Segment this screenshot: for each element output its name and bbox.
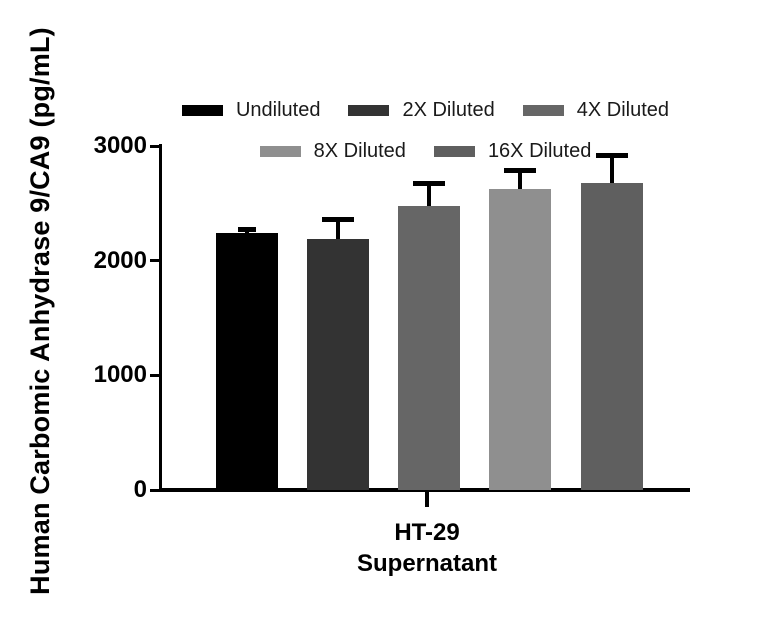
bar-undiluted [215,233,278,490]
legend-item-2x-diluted: 2X Diluted [348,98,495,122]
legend-row-2: 8X Diluted 16X Diluted [160,140,691,162]
error-bar-stem-4 [609,155,614,184]
y-tick-2000 [150,259,159,263]
bar-4x-diluted [398,206,460,490]
x-axis-line [159,488,690,492]
legend-label-16x-diluted: 16X Diluted [487,139,592,162]
legend-item-8x-diluted: 8X Diluted [259,139,406,163]
legend-item-undiluted: Undiluted [181,98,321,122]
y-tick-label-0: 0 [133,476,147,503]
error-bar-cap-3 [504,167,537,173]
error-bar-cap-4 [595,152,628,158]
bar-2x-diluted [306,239,369,490]
error-bar-cap-1 [321,217,354,223]
x-axis-label: HT-29 Supernatant [277,517,577,579]
legend-label-undiluted: Undiluted [235,98,321,121]
y-tick-3000 [150,144,159,148]
legend-row-1: Undiluted 2X Diluted 4X Diluted [160,99,691,121]
legend-swatch-2x-diluted [348,104,390,116]
bar-16x-diluted [580,183,643,490]
legend-swatch-8x-diluted [259,145,301,157]
y-tick-0 [150,488,159,492]
y-axis-title: Human Carbomic Anhydrase 9/CA9 (pg/mL) [25,27,55,595]
error-bar-stem-1 [335,219,340,240]
y-tick-1000 [150,373,159,377]
legend: Undiluted 2X Diluted 4X Diluted 8X Diluted 1… [160,99,691,162]
legend-swatch-16x-diluted [433,145,475,157]
legend-swatch-undiluted [181,104,223,116]
legend-swatch-4x-diluted [522,104,564,116]
legend-item-4x-diluted: 4X Diluted [522,98,670,122]
error-bar-cap-0 [237,226,256,232]
error-bar-stem-3 [518,170,523,189]
legend-label-8x-diluted: 8X Diluted [313,139,406,162]
y-tick-label-3000: 3000 [93,132,147,159]
y-tick-label-1000: 1000 [93,361,147,389]
bar-8x-diluted [489,189,552,490]
legend-item-16x-diluted: 16X Diluted [433,139,592,163]
legend-label-2x-diluted: 2X Diluted [402,98,495,121]
error-bar-cap-2 [413,180,445,186]
error-bar-stem-2 [427,183,431,207]
y-tick-label-2000: 2000 [93,246,147,274]
y-axis-line [159,144,162,492]
legend-label-4x-diluted: 4X Diluted [576,98,670,121]
x-tick [425,492,429,507]
x-axis-label-line2: Supernatant [356,550,497,577]
x-axis-label-line1: HT-29 [394,519,460,546]
